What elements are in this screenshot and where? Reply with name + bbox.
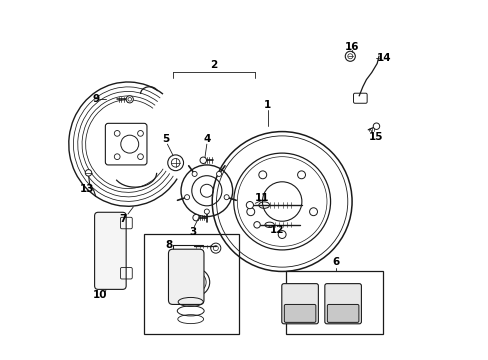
Circle shape [192,215,199,221]
Circle shape [184,195,189,200]
Circle shape [85,170,92,176]
Text: 11: 11 [254,193,268,203]
FancyBboxPatch shape [281,284,318,324]
Text: 1: 1 [264,100,271,110]
Bar [144,234,239,334]
Circle shape [192,171,197,176]
Text: 14: 14 [376,53,390,63]
Circle shape [200,157,206,163]
Circle shape [246,202,253,209]
Circle shape [253,222,260,228]
Circle shape [204,209,209,214]
Text: 16: 16 [344,42,359,51]
Circle shape [224,195,229,200]
FancyBboxPatch shape [168,249,203,305]
Circle shape [216,171,221,176]
Text: 8: 8 [165,239,172,249]
Text: 13: 13 [79,184,94,194]
Text: 5: 5 [162,134,169,144]
Text: 4: 4 [203,134,210,144]
Text: 15: 15 [368,132,383,142]
Circle shape [372,123,379,130]
FancyBboxPatch shape [94,212,126,289]
Text: 7: 7 [119,215,126,224]
Bar [285,271,382,334]
Circle shape [126,96,133,103]
Text: 9: 9 [92,94,99,104]
Text: 3: 3 [188,227,196,237]
Text: 10: 10 [93,291,107,301]
Text: 6: 6 [332,257,339,267]
FancyBboxPatch shape [324,284,361,324]
Text: 12: 12 [269,225,284,235]
FancyBboxPatch shape [326,305,358,322]
FancyBboxPatch shape [284,305,315,322]
Text: 2: 2 [210,60,217,70]
